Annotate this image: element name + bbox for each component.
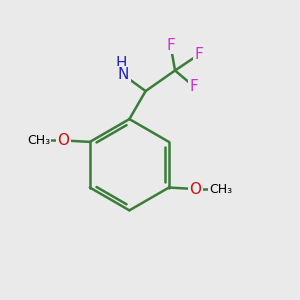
Text: N: N <box>118 68 129 82</box>
Text: F: F <box>195 47 203 62</box>
Text: H: H <box>116 56 127 71</box>
Text: O: O <box>189 182 201 196</box>
Text: F: F <box>166 38 175 53</box>
Text: F: F <box>190 79 199 94</box>
Text: O: O <box>57 133 69 148</box>
Text: CH₃: CH₃ <box>209 182 232 196</box>
Text: CH₃: CH₃ <box>27 134 50 147</box>
